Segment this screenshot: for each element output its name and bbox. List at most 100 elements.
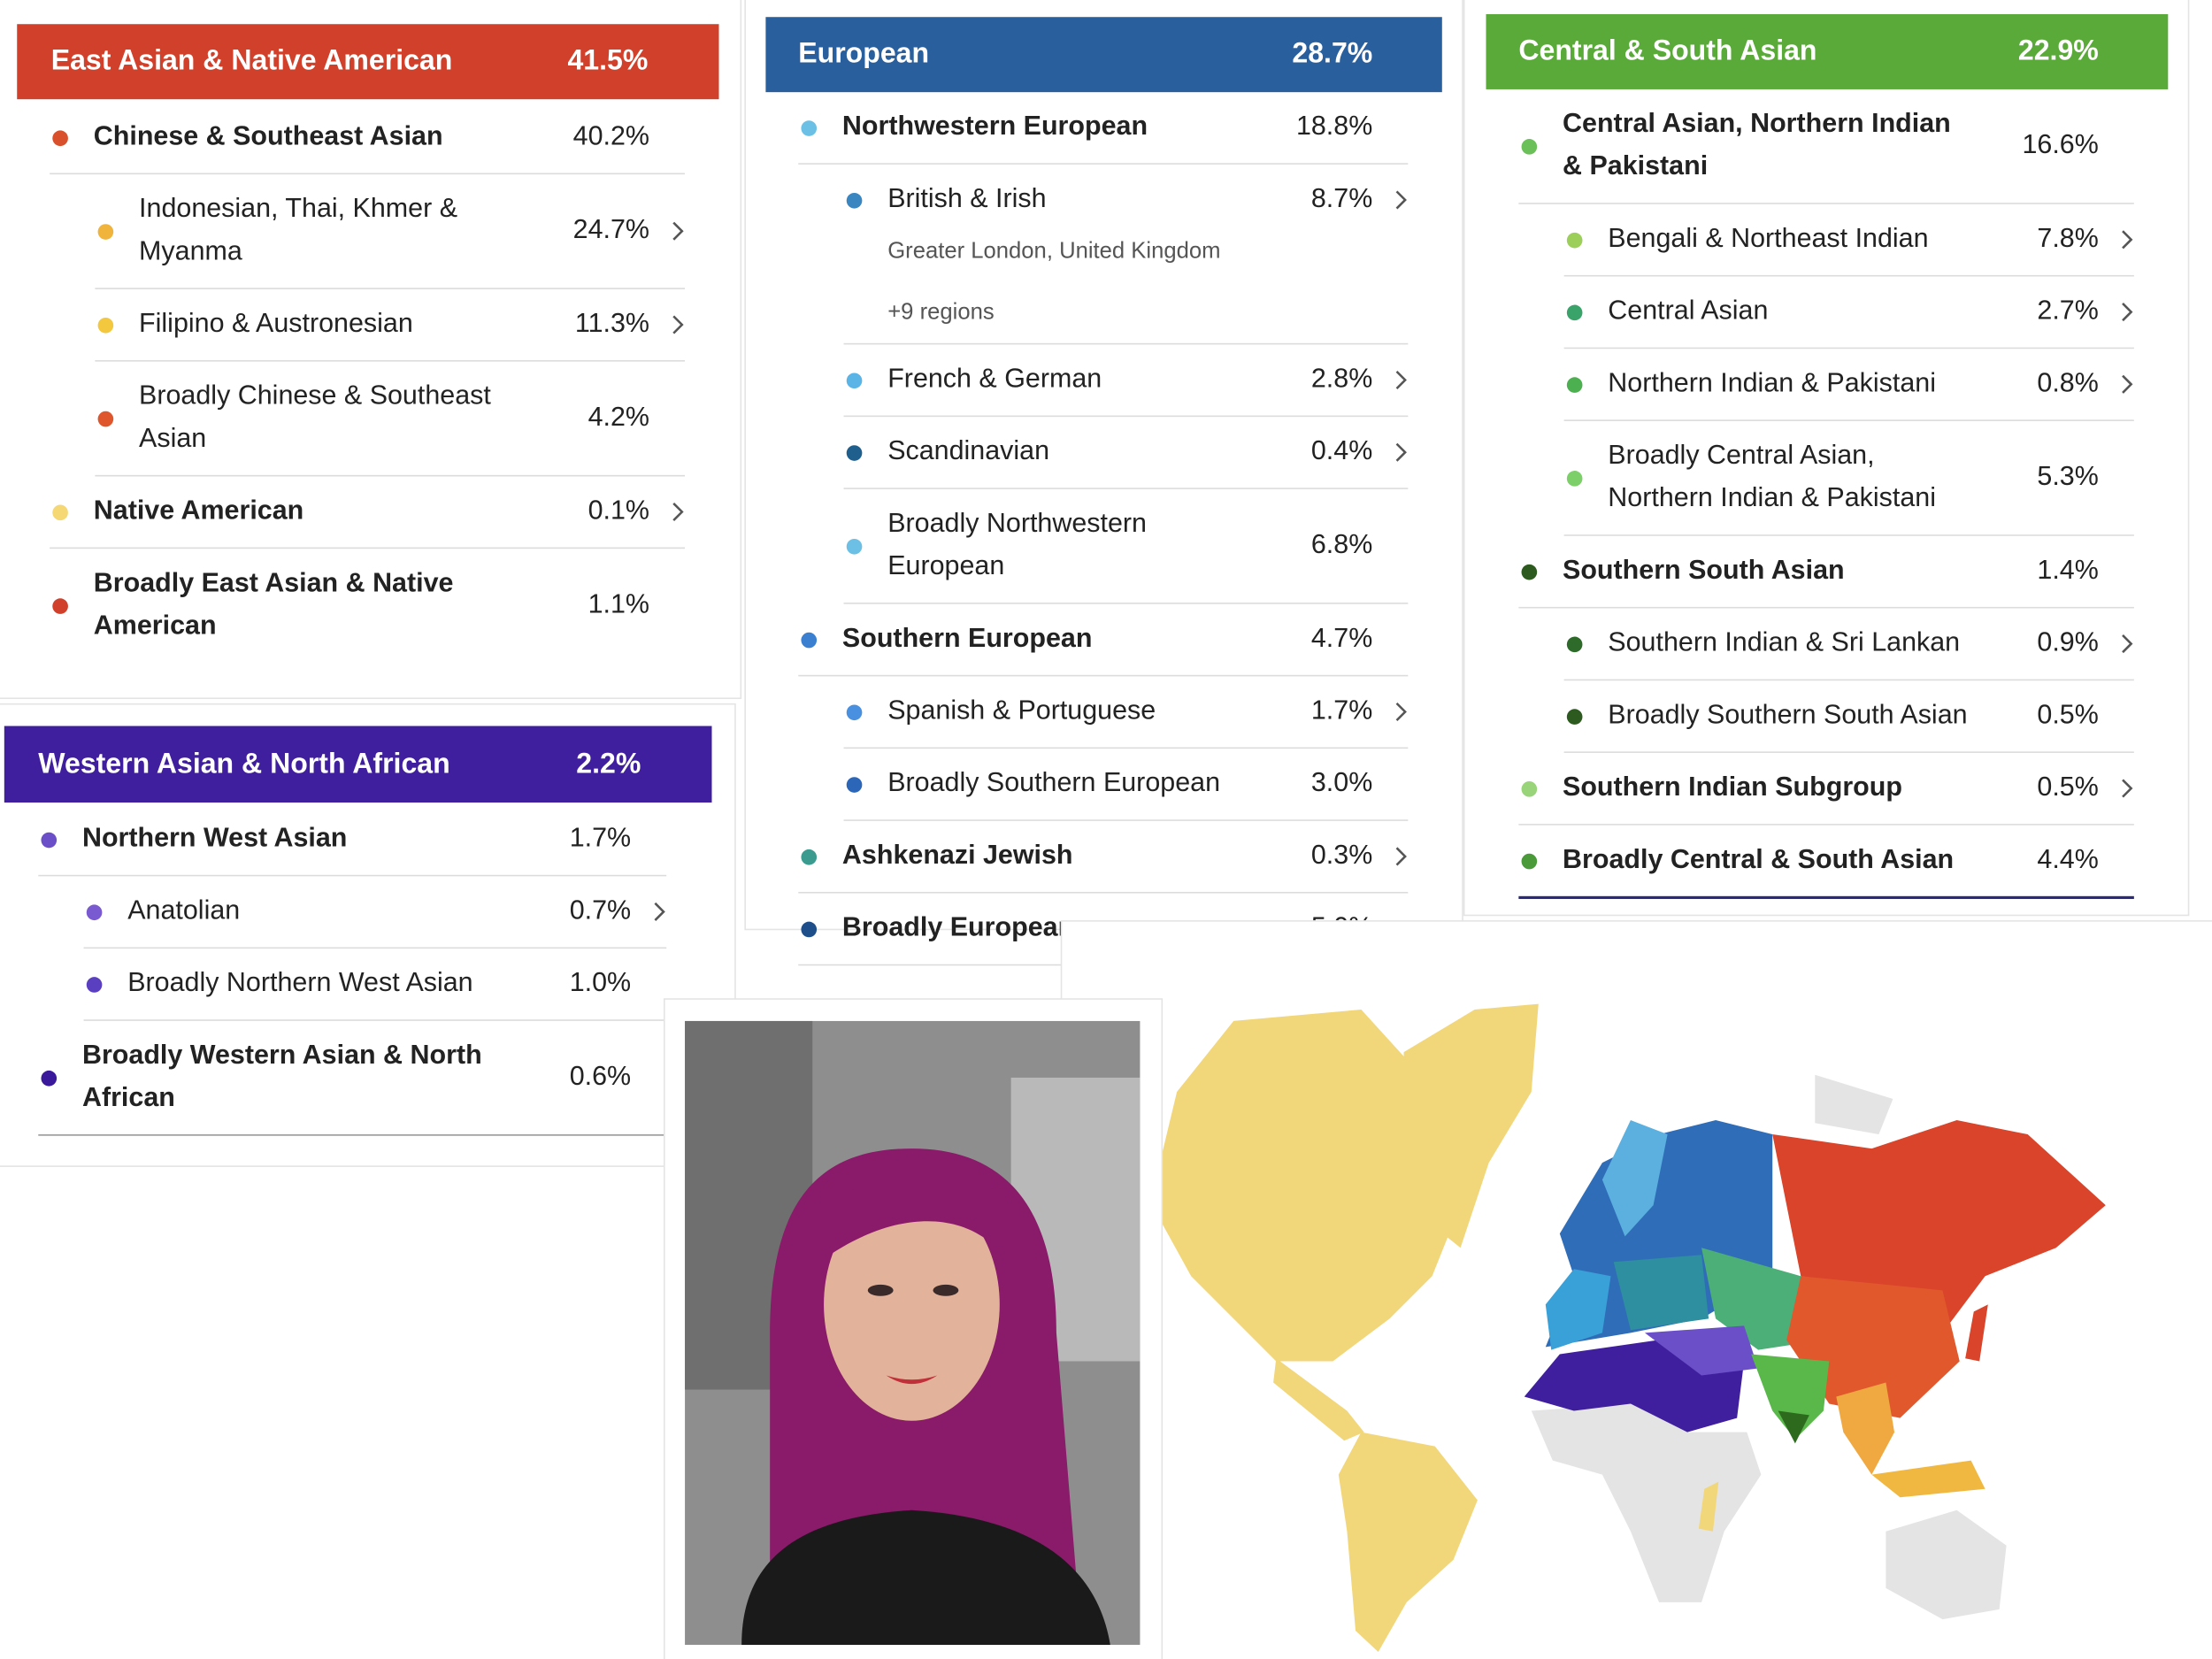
arrow — [1372, 835, 1408, 878]
portrait-graphic — [685, 1020, 1141, 1645]
row-label: Native American — [94, 490, 536, 533]
label-text: Broadly Central & South Asian — [1563, 845, 1955, 875]
subgroup-row: Broadly Southern European 3.0% — [843, 749, 1409, 821]
color-dot — [1564, 695, 1609, 737]
row-percent: 6.8% — [1310, 530, 1373, 561]
row-label: Northern Indian & Pakistani — [1608, 363, 1985, 405]
color-dot — [1518, 767, 1563, 810]
label-text: Anatolian — [127, 895, 241, 926]
color-dot — [95, 397, 139, 440]
dot-mark — [1566, 376, 1583, 393]
label-text: British & Irish — [887, 184, 1047, 214]
row-label: Central Asian, Northern Indian & Pakista… — [1563, 104, 1985, 188]
region-detail: Greater London, United Kingdom — [887, 239, 1221, 265]
subgroup-row: Broadly Central Asian, Northern Indian &… — [1563, 421, 2134, 536]
row-label: Broadly East Asian & Native American — [94, 563, 536, 648]
panel-header: Central & South Asian 22.9% — [1486, 14, 2169, 89]
color-dot — [798, 618, 842, 661]
subgroup-row[interactable]: French & German 2.8% — [843, 344, 1409, 418]
group-row: Broadly East Asian & Native American 1.1% — [50, 549, 685, 662]
color-dot — [798, 835, 842, 878]
subgroup-row[interactable]: Indonesian, Thai, Khmer & Myanma 24.7% — [95, 174, 686, 289]
color-dot — [844, 763, 888, 805]
row-percent: 4.7% — [1310, 624, 1373, 654]
label-text: Bengali & Northeast Indian — [1608, 224, 1929, 254]
subgroup-row[interactable]: Southern Indian & Sri Lankan 0.9% — [1563, 609, 2134, 681]
color-dot — [844, 690, 888, 733]
color-dot — [1518, 550, 1563, 593]
subgroup-row[interactable]: Anatolian 0.7% — [83, 876, 667, 949]
chevron-icon — [672, 221, 684, 241]
arrow — [631, 1056, 666, 1099]
header-title: European — [798, 38, 930, 70]
dot-mark — [801, 119, 818, 136]
dot-mark — [86, 903, 103, 920]
subgroup-row[interactable]: Spanish & Portuguese 1.7% — [843, 676, 1409, 749]
dot-mark — [97, 223, 114, 240]
label-text: Broadly Northwestern European — [887, 509, 1147, 582]
arrow — [1372, 358, 1408, 401]
label-text: Southern European — [841, 624, 1093, 654]
row-label: Broadly Northwestern European — [887, 503, 1259, 588]
label-text: Broadly Southern South Asian — [1608, 700, 1968, 731]
subgroup-row[interactable]: Central Asian 2.7% — [1563, 277, 2134, 349]
dot-mark — [1566, 708, 1583, 725]
color-dot — [1518, 125, 1563, 167]
row-label: Broadly Southern South Asian — [1608, 695, 1985, 737]
chevron-icon — [672, 315, 684, 334]
subgroup-row[interactable]: British & Irish Greater London, United Ki… — [843, 165, 1409, 345]
row-percent: 0.8% — [2037, 368, 2099, 399]
row-label: Central Asian — [1608, 291, 1985, 334]
row-percent: 1.4% — [2037, 556, 2099, 586]
row-percent: 24.7% — [572, 215, 649, 246]
label-text: Native American — [93, 495, 304, 526]
dot-mark — [1521, 138, 1538, 154]
subgroup-row[interactable]: Northern Indian & Pakistani 0.8% — [1563, 349, 2134, 421]
row-percent: 11.3% — [574, 309, 649, 340]
chevron-icon — [672, 503, 684, 522]
header-title: Central & South Asian — [1518, 35, 1817, 67]
dot-mark — [846, 538, 863, 554]
row-percent: 4.4% — [2037, 845, 2099, 875]
color-dot — [1564, 363, 1609, 405]
group-row[interactable]: Ashkenazi Jewish 0.3% — [798, 821, 1409, 894]
row-percent: 3.0% — [1310, 768, 1373, 799]
dot-mark — [846, 444, 863, 461]
dot-mark — [1521, 564, 1538, 580]
row-label: French & German — [887, 358, 1259, 401]
group-row: Broadly Central & South Asian 4.4% — [1518, 826, 2134, 900]
arrow — [1372, 179, 1408, 221]
color-dot — [84, 890, 128, 933]
dot-mark — [41, 1070, 58, 1086]
subgroup-row[interactable]: Filipino & Austronesian 11.3% — [95, 289, 686, 362]
group-row[interactable]: Native American 0.1% — [50, 476, 686, 549]
arrow — [649, 303, 685, 346]
row-label: Indonesian, Thai, Khmer & Myanma — [139, 188, 536, 273]
row-label: Southern Indian Subgroup — [1563, 767, 1985, 810]
label-text: Broadly Central Asian, Northern Indian &… — [1608, 441, 1936, 514]
dot-mark — [97, 410, 114, 426]
row-percent: 8.7% — [1310, 184, 1373, 214]
label-text: Broadly Northern West Asian — [127, 968, 473, 999]
color-dot — [95, 210, 139, 252]
row-percent: 1.7% — [569, 824, 632, 854]
subgroup-row[interactable]: Bengali & Northeast Indian 7.8% — [1563, 204, 2134, 277]
arrow — [1372, 690, 1408, 733]
label-text: Filipino & Austronesian — [139, 309, 413, 340]
color-dot — [38, 818, 82, 861]
dot-mark — [846, 192, 863, 208]
arrow — [649, 397, 685, 440]
arrow — [2099, 767, 2134, 810]
label-text: French & German — [887, 364, 1102, 395]
arrow — [2099, 457, 2134, 499]
group-row[interactable]: Southern Indian Subgroup 0.5% — [1518, 753, 2134, 826]
subgroup-row[interactable]: Scandinavian 0.4% — [843, 417, 1409, 489]
subgroup-row: Broadly Northern West Asian 1.0% — [83, 949, 667, 1021]
row-label: Northwestern European — [842, 106, 1259, 149]
label-text: Indonesian, Thai, Khmer & Myanma — [139, 194, 458, 267]
label-text: Northern West Asian — [81, 824, 348, 854]
row-percent: 18.8% — [1295, 111, 1373, 142]
color-dot — [798, 106, 842, 149]
map-graphic — [1159, 1003, 2106, 1652]
